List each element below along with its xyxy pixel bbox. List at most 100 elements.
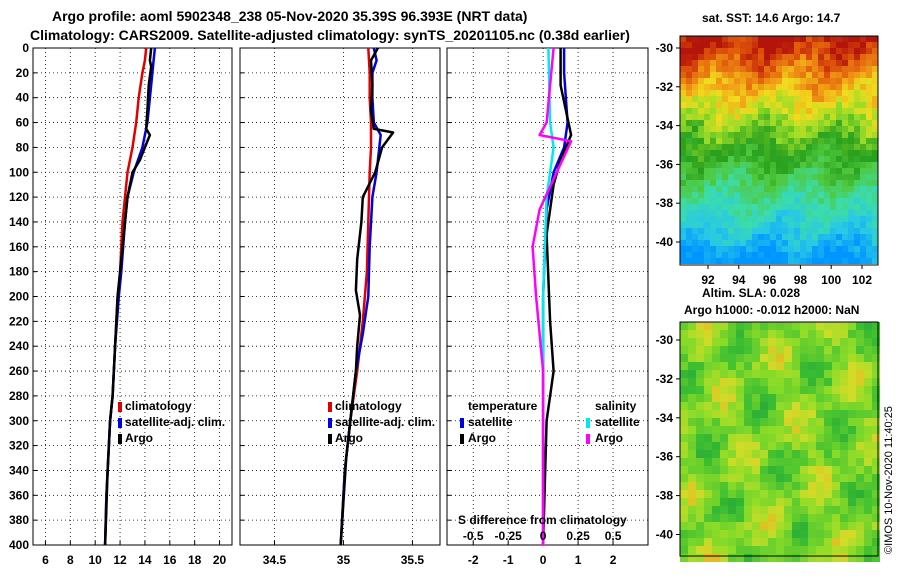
sla-cell: [816, 410, 824, 418]
sst-cell: [776, 240, 782, 246]
sst-cell: [704, 150, 710, 156]
sst-cell: [800, 210, 806, 216]
sst-cell: [800, 108, 806, 114]
sla-cell: [856, 466, 864, 474]
sst-cell: [776, 204, 782, 210]
sst-cell: [782, 60, 788, 66]
sst-cell: [794, 252, 800, 258]
sla-cell: [776, 434, 784, 442]
sst-cell: [806, 54, 812, 60]
x-tick-label: 34.5: [263, 553, 287, 567]
sst-cell: [764, 246, 770, 252]
sst-cell: [860, 174, 866, 180]
sst-cell: [698, 216, 704, 222]
sst-cell: [812, 78, 818, 84]
sst-cell: [740, 240, 746, 246]
sst-cell: [740, 78, 746, 84]
sst-cell: [812, 240, 818, 246]
sla-cell: [856, 370, 864, 378]
sst-cell: [794, 204, 800, 210]
sst-cell: [854, 228, 860, 234]
sst-cell: [824, 156, 830, 162]
sst-cell: [812, 216, 818, 222]
s-diff-tick-label: -0.5: [463, 529, 484, 543]
sst-cell: [728, 36, 734, 42]
sla-cell: [744, 490, 752, 498]
sla-cell: [712, 346, 720, 354]
sla-cell: [736, 362, 744, 370]
sla-cell: [848, 434, 856, 442]
sla-cell: [752, 378, 760, 386]
sst-cell: [722, 240, 728, 246]
sst-cell: [782, 174, 788, 180]
sla-cell: [800, 434, 808, 442]
sst-cell: [872, 108, 878, 114]
sst-cell: [806, 132, 812, 138]
sst-cell: [764, 168, 770, 174]
sst-cell: [842, 138, 848, 144]
sla-cell: [736, 434, 744, 442]
depth-tick-label: 260: [9, 364, 29, 378]
sst-cell: [770, 174, 776, 180]
sst-cell: [698, 54, 704, 60]
sst-cell: [692, 114, 698, 120]
sla-cell: [704, 554, 712, 562]
sla-cell: [840, 434, 848, 442]
sst-cell: [716, 132, 722, 138]
sst-cell: [680, 48, 686, 54]
x-tick-label: -1: [503, 553, 514, 567]
sst-cell: [794, 120, 800, 126]
lat-tick-label: -38: [656, 489, 674, 503]
sst-cell: [872, 120, 878, 126]
sla-cell: [832, 442, 840, 450]
sla-cell: [704, 442, 712, 450]
sst-cell: [710, 168, 716, 174]
sst-cell: [758, 258, 764, 264]
sla-cell: [848, 466, 856, 474]
sst-cell: [860, 78, 866, 84]
sst-cell: [782, 72, 788, 78]
sst-cell: [848, 114, 854, 120]
sla-cell: [712, 402, 720, 410]
s-diff-tick-label: 0: [540, 529, 547, 543]
depth-tick-label: 140: [9, 215, 29, 229]
sst-cell: [800, 234, 806, 240]
sla-cell: [832, 450, 840, 458]
sla-cell: [680, 434, 688, 442]
sst-cell: [842, 48, 848, 54]
sla-cell: [848, 474, 856, 482]
sla-cell: [872, 338, 880, 346]
sst-cell: [788, 78, 794, 84]
sla-cell: [752, 490, 760, 498]
sst-cell: [860, 228, 866, 234]
sst-cell: [776, 216, 782, 222]
sst-cell: [680, 120, 686, 126]
sst-cell: [806, 42, 812, 48]
sla-cell: [848, 538, 856, 546]
sst-cell: [758, 48, 764, 54]
sla-cell: [808, 338, 816, 346]
sst-cell: [848, 90, 854, 96]
sla-cell: [744, 386, 752, 394]
sla-cell: [808, 538, 816, 546]
sst-cell: [686, 102, 692, 108]
sla-cell: [712, 482, 720, 490]
sst-cell: [692, 240, 698, 246]
sst-cell: [740, 120, 746, 126]
sla-cell: [744, 354, 752, 362]
sst-cell: [806, 150, 812, 156]
sst-cell: [710, 162, 716, 168]
sla-cell: [776, 418, 784, 426]
sla-cell: [864, 482, 872, 490]
sla-cell: [712, 442, 720, 450]
sla-cell: [776, 394, 784, 402]
sst-cell: [686, 108, 692, 114]
sst-cell: [770, 252, 776, 258]
sla-cell: [760, 514, 768, 522]
sst-cell: [752, 84, 758, 90]
sst-cell: [860, 84, 866, 90]
sla-cell: [720, 418, 728, 426]
sst-cell: [722, 114, 728, 120]
x-tick-label: -2: [468, 553, 479, 567]
sst-cell: [872, 102, 878, 108]
